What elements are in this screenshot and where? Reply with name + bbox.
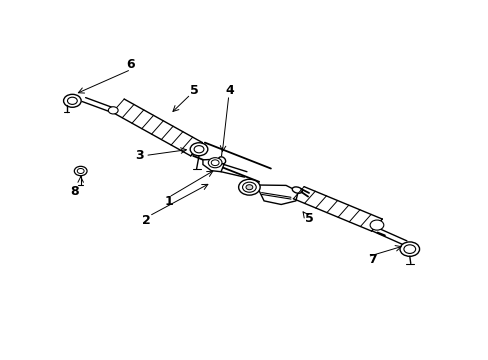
Circle shape bbox=[238, 179, 260, 195]
Circle shape bbox=[74, 166, 87, 176]
Text: 7: 7 bbox=[367, 253, 376, 266]
Text: 4: 4 bbox=[225, 84, 234, 97]
Text: 5: 5 bbox=[304, 212, 313, 225]
Circle shape bbox=[190, 143, 207, 156]
Text: 1: 1 bbox=[164, 195, 173, 208]
Ellipse shape bbox=[292, 187, 302, 193]
Ellipse shape bbox=[218, 157, 225, 164]
Circle shape bbox=[245, 185, 252, 190]
Polygon shape bbox=[203, 159, 224, 172]
Text: 5: 5 bbox=[190, 84, 199, 97]
Circle shape bbox=[108, 107, 118, 114]
Circle shape bbox=[208, 158, 222, 168]
Circle shape bbox=[369, 220, 383, 230]
Circle shape bbox=[63, 94, 81, 107]
Circle shape bbox=[399, 242, 419, 256]
Text: 3: 3 bbox=[135, 149, 143, 162]
Polygon shape bbox=[259, 185, 298, 204]
Text: 6: 6 bbox=[126, 58, 135, 71]
Text: 8: 8 bbox=[70, 185, 79, 198]
Text: 2: 2 bbox=[142, 214, 151, 227]
